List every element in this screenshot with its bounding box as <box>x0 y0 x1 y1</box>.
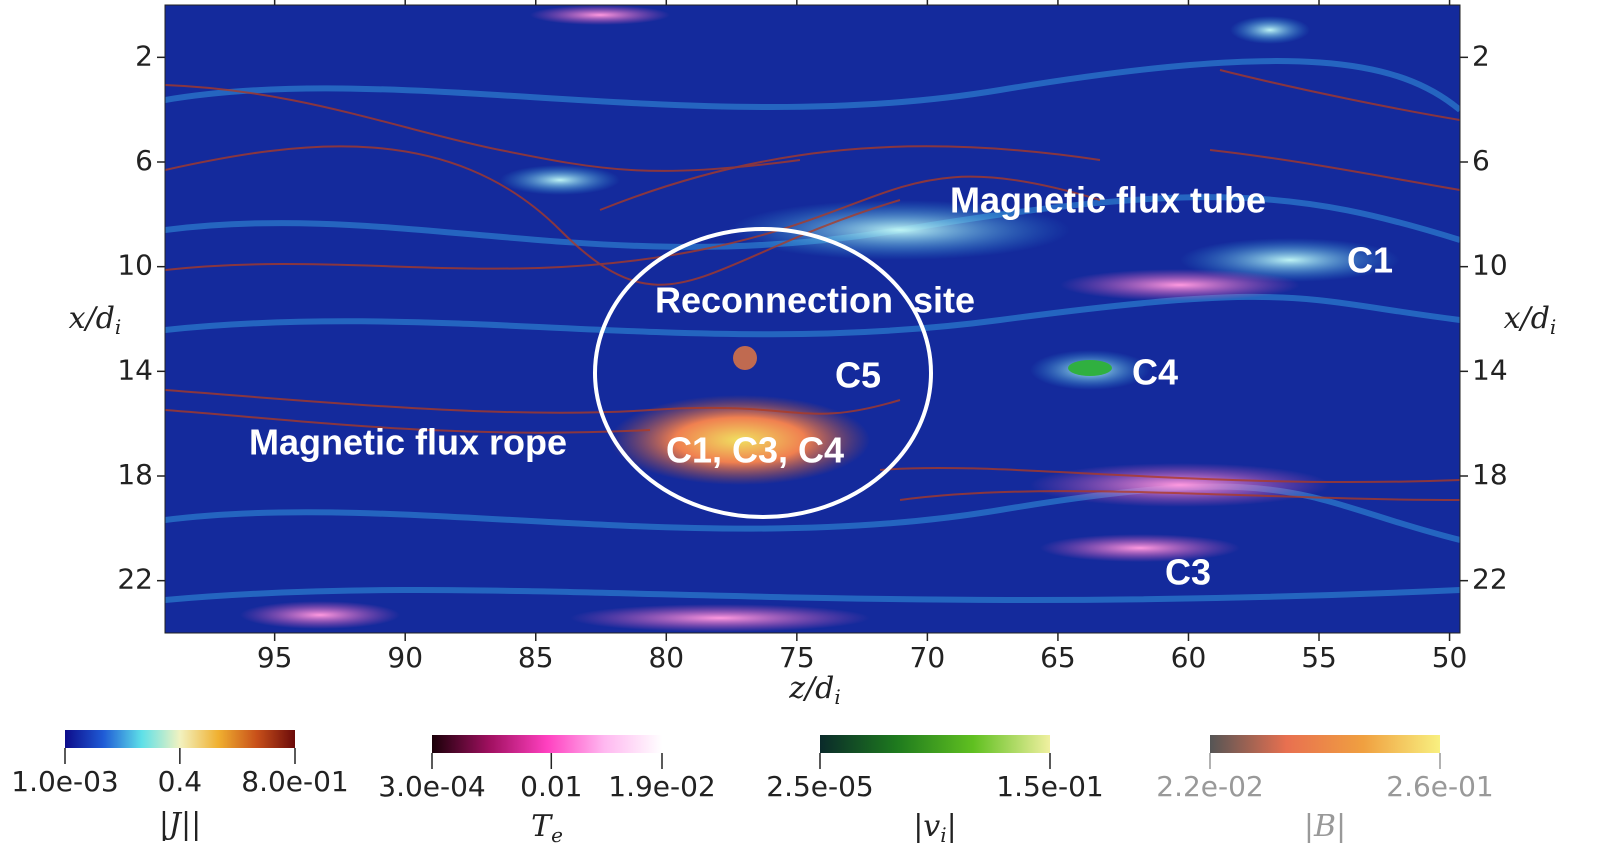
y-tick-label: 14 <box>1472 353 1508 386</box>
annotation: Reconnection site <box>655 280 975 321</box>
annotation: Magnetic flux tube <box>950 180 1266 221</box>
x-tick-label: 80 <box>648 641 684 674</box>
x-tick-label: 85 <box>518 641 554 674</box>
x-axis-label: z/di <box>788 671 841 709</box>
colorbar <box>432 735 662 753</box>
colorbar-tick-label: 8.0e-01 <box>241 765 349 798</box>
label-delimiter: | <box>947 809 957 844</box>
y-tick-label: 18 <box>1472 458 1508 491</box>
y-tick-label: 22 <box>117 563 153 596</box>
x-tick-label: 55 <box>1301 641 1337 674</box>
figure: 9590858075706560555022661010141418182222… <box>0 0 1598 862</box>
label-subscript: e <box>551 823 563 847</box>
x-tick-label: 65 <box>1040 641 1076 674</box>
label-subscript: i <box>834 685 840 709</box>
y-tick-label: 14 <box>117 353 153 386</box>
colorbar-tick-label: 3.0e-04 <box>378 770 486 803</box>
y-tick-label: 6 <box>135 144 153 177</box>
colorbar-tick-label: 2.5e-05 <box>766 770 874 803</box>
x-tick-label: 70 <box>910 641 946 674</box>
label-delimiter: | <box>1336 809 1346 844</box>
colorbar-tick-label: 1.0e-03 <box>11 765 119 798</box>
label-text: |B <box>1304 809 1336 844</box>
annotation: C1 <box>1347 240 1393 281</box>
label-text: T <box>531 809 553 844</box>
annotation: C3 <box>1165 552 1211 593</box>
colorbar-label: |J|| <box>159 807 201 842</box>
colorbar-tick-label: 2.6e-01 <box>1386 770 1494 803</box>
annotation: Magnetic flux rope <box>249 422 567 463</box>
label-text: |J| <box>159 807 191 842</box>
y-tick-label: 22 <box>1472 563 1508 596</box>
annotation: C4 <box>1132 352 1178 393</box>
y-tick-label: 2 <box>1472 39 1490 72</box>
colorbar-tick-label: 1.5e-01 <box>996 770 1104 803</box>
label-text: x/d <box>69 301 115 336</box>
x-tick-label: 50 <box>1432 641 1468 674</box>
x-tick-label: 60 <box>1171 641 1207 674</box>
annotation: C5 <box>835 355 881 396</box>
x-tick-label: 90 <box>387 641 423 674</box>
label-text: x/d <box>1504 301 1550 336</box>
colorbar-label: |B| <box>1304 809 1346 844</box>
colorbar-tick-label: 2.2e-02 <box>1156 770 1264 803</box>
label-subscript: i <box>1550 315 1556 339</box>
colorbar <box>1210 735 1440 753</box>
colorbar-label: |vi| <box>913 809 957 847</box>
y-axis-label: x/di <box>69 301 122 339</box>
colorbar-tick-label: 0.01 <box>520 770 582 803</box>
colorbar <box>65 730 295 748</box>
colorbar-label: Te <box>531 809 563 847</box>
y-tick-label: 18 <box>117 458 153 491</box>
colorbar <box>820 735 1050 753</box>
y-axis-label: x/di <box>1504 301 1557 339</box>
x-tick-label: 95 <box>257 641 293 674</box>
x-tick-label: 75 <box>779 641 815 674</box>
y-tick-label: 10 <box>117 249 153 282</box>
annotation: C1, C3, C4 <box>666 430 844 471</box>
y-tick-label: 6 <box>1472 144 1490 177</box>
y-tick-label: 2 <box>135 39 153 72</box>
colorbar-tick-label: 1.9e-02 <box>608 770 716 803</box>
y-tick-label: 10 <box>1472 249 1508 282</box>
label-delimiter: | <box>191 807 201 842</box>
label-text: z/d <box>788 671 834 706</box>
colorbar-tick-label: 0.4 <box>158 765 203 798</box>
label-subscript: i <box>115 315 121 339</box>
label-text: |v <box>913 809 940 844</box>
